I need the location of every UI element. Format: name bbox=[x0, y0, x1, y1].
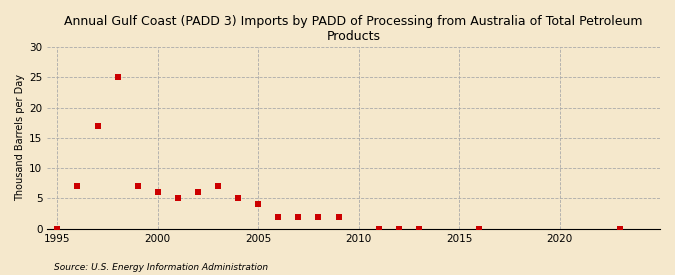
Title: Annual Gulf Coast (PADD 3) Imports by PADD of Processing from Australia of Total: Annual Gulf Coast (PADD 3) Imports by PA… bbox=[64, 15, 643, 43]
Point bbox=[52, 226, 63, 231]
Point bbox=[132, 184, 143, 188]
Point bbox=[213, 184, 223, 188]
Point bbox=[313, 214, 324, 219]
Point bbox=[333, 214, 344, 219]
Y-axis label: Thousand Barrels per Day: Thousand Barrels per Day bbox=[15, 74, 25, 201]
Point bbox=[192, 190, 203, 194]
Point bbox=[92, 123, 103, 128]
Point bbox=[112, 75, 123, 79]
Point bbox=[614, 226, 625, 231]
Point bbox=[474, 226, 485, 231]
Text: Source: U.S. Energy Information Administration: Source: U.S. Energy Information Administ… bbox=[54, 263, 268, 272]
Point bbox=[233, 196, 244, 200]
Point bbox=[153, 190, 163, 194]
Point bbox=[394, 226, 404, 231]
Point bbox=[253, 202, 264, 207]
Point bbox=[172, 196, 183, 200]
Point bbox=[72, 184, 83, 188]
Point bbox=[273, 214, 284, 219]
Point bbox=[414, 226, 425, 231]
Point bbox=[373, 226, 384, 231]
Point bbox=[293, 214, 304, 219]
